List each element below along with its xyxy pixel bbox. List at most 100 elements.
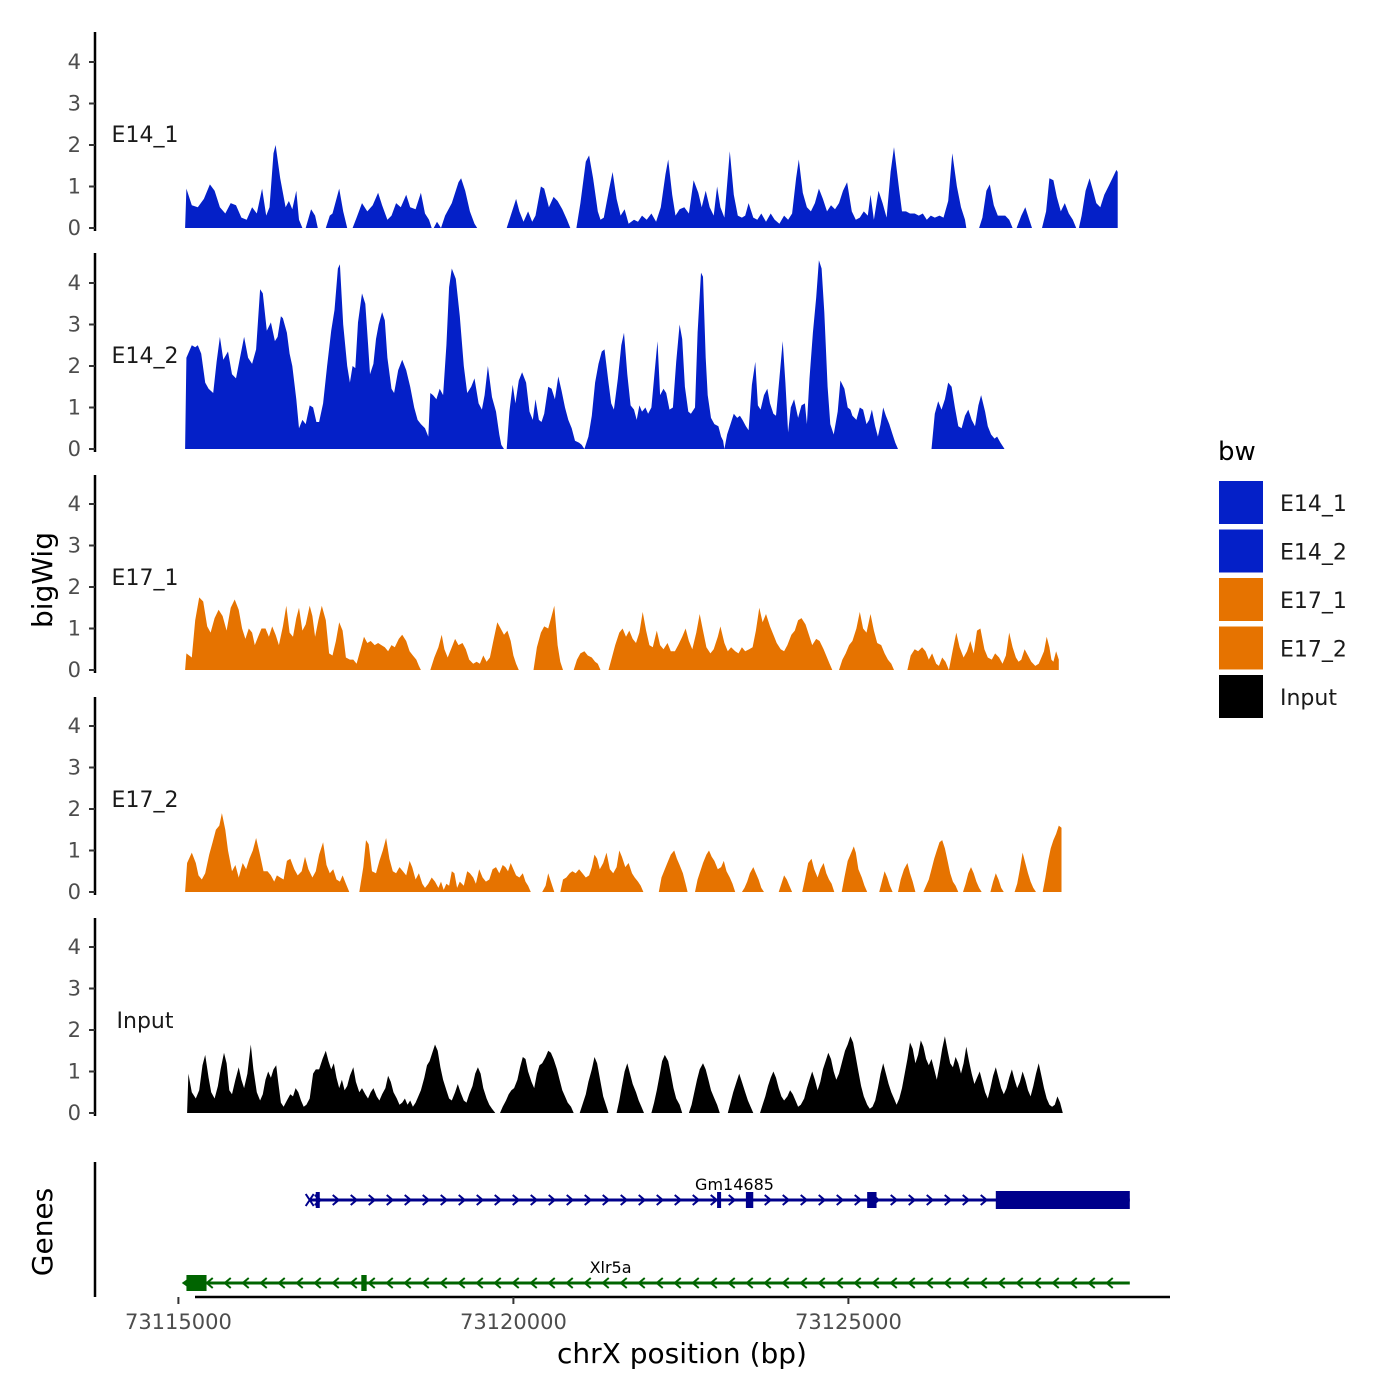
strand-chevron	[709, 1277, 718, 1289]
legend-label: Input	[1280, 686, 1337, 711]
track-label: E14_1	[112, 123, 179, 148]
y-tick-label: 4	[68, 714, 81, 738]
strand-chevron	[404, 1194, 413, 1206]
track-e14-2: 0 1 2 3 4 E14_2	[68, 253, 1005, 461]
legend-swatch	[1219, 578, 1263, 621]
legend-label: E17_1	[1280, 589, 1347, 614]
track-e17-2: 0 1 2 3 4 E17_2	[68, 697, 1062, 904]
strand-chevron	[368, 1194, 377, 1206]
strand-chevron	[421, 1277, 430, 1289]
exon-block	[315, 1192, 320, 1208]
strand-chevron	[853, 1277, 862, 1289]
strand-chevron	[926, 1194, 935, 1206]
y-tick-label: 2	[68, 797, 81, 821]
coverage-area-e14-1	[185, 145, 1118, 228]
y-tick-label: 0	[68, 437, 81, 461]
strand-chevron	[277, 1277, 286, 1289]
strand-chevron	[835, 1277, 844, 1289]
legend: bw E14_1 E14_2 E17_1 E17_2 Input	[1218, 437, 1347, 718]
strand-chevron	[511, 1277, 520, 1289]
y-tick-label: 3	[68, 534, 81, 558]
strand-chevron	[854, 1194, 863, 1206]
legend-item-e14-1: E14_1	[1219, 481, 1347, 524]
strand-chevron	[259, 1277, 268, 1289]
strand-chevron	[1069, 1277, 1078, 1289]
y-tick-label: 1	[68, 175, 81, 199]
y-tick-label: 3	[68, 92, 81, 116]
strand-chevron	[476, 1194, 485, 1206]
strand-chevron	[529, 1277, 538, 1289]
strand-chevron	[494, 1194, 503, 1206]
strand-start-marker	[304, 1193, 315, 1207]
strand-chevron	[548, 1194, 557, 1206]
strand-chevron	[439, 1277, 448, 1289]
strand-chevron	[547, 1277, 556, 1289]
strand-chevron	[691, 1277, 700, 1289]
gene-label: Xlr5a	[590, 1258, 632, 1277]
track-label: E14_2	[112, 344, 179, 369]
exon-block	[717, 1192, 722, 1208]
track-label: E17_2	[112, 788, 179, 813]
strand-chevron	[566, 1194, 575, 1206]
strand-chevron	[458, 1194, 467, 1206]
strand-chevron	[1015, 1277, 1024, 1289]
strand-chevron	[1033, 1277, 1042, 1289]
exon-block	[745, 1192, 754, 1208]
strand-chevron	[655, 1277, 664, 1289]
strand-chevron	[997, 1277, 1006, 1289]
legend-item-e17-2: E17_2	[1219, 626, 1347, 670]
track-input: 0 1 2 3 4 Input	[68, 918, 1063, 1125]
strand-chevron	[871, 1277, 880, 1289]
track-label: E17_1	[112, 566, 179, 591]
strand-chevron	[961, 1277, 970, 1289]
legend-swatch	[1219, 626, 1263, 670]
y-tick-label: 1	[68, 396, 81, 420]
strand-chevron	[674, 1194, 683, 1206]
strand-chevron	[710, 1194, 719, 1206]
strand-chevron	[530, 1194, 539, 1206]
y-tick-label: 3	[68, 313, 81, 337]
strand-chevron	[763, 1277, 772, 1289]
track-e14-1: 0 1 2 3 4 E14_1	[68, 32, 1118, 240]
strand-chevron	[602, 1194, 611, 1206]
x-tick-label: 73120000	[460, 1310, 567, 1334]
strand-chevron	[673, 1277, 682, 1289]
x-tick-label: 73115000	[125, 1310, 232, 1334]
strand-chevron	[1051, 1277, 1060, 1289]
legend-label: E14_2	[1280, 541, 1347, 566]
strand-chevron	[241, 1277, 250, 1289]
y-tick-label: 2	[68, 1018, 81, 1042]
genes-axis-title: Genes	[26, 1188, 59, 1276]
y-tick-label: 2	[68, 133, 81, 157]
bigwig-tracks: 0 1 2 3 4 E14_1 0 1 2 3 4 E14_2 0 1 2 3 4 E17_1 0 1 2 3 4 E17_2…	[68, 32, 1118, 1125]
strand-chevron	[349, 1277, 358, 1289]
strand-chevron	[331, 1277, 340, 1289]
strand-chevron	[781, 1277, 790, 1289]
strand-chevron	[332, 1194, 341, 1206]
y-tick-label: 1	[68, 839, 81, 863]
exon-block	[361, 1275, 367, 1291]
y-tick-label: 0	[68, 658, 81, 682]
y-tick-label: 4	[68, 50, 81, 74]
strand-chevron	[205, 1277, 214, 1289]
y-tick-label: 1	[68, 617, 81, 641]
strand-chevron	[727, 1277, 736, 1289]
y-tick-label: 0	[68, 216, 81, 240]
strand-arrowhead	[181, 1276, 192, 1290]
strand-chevron	[1087, 1277, 1096, 1289]
strand-chevron	[943, 1277, 952, 1289]
strand-chevron	[925, 1277, 934, 1289]
y-tick-label: 3	[68, 756, 81, 780]
strand-chevron	[565, 1277, 574, 1289]
strand-chevron	[350, 1194, 359, 1206]
strand-chevron	[818, 1194, 827, 1206]
strand-chevron	[403, 1277, 412, 1289]
strand-chevron	[619, 1277, 628, 1289]
gene-label: Gm14685	[695, 1175, 774, 1194]
legend-item-e17-1: E17_1	[1219, 578, 1347, 621]
exon-block	[995, 1191, 1130, 1209]
strand-chevron	[584, 1194, 593, 1206]
y-tick-label: 3	[68, 977, 81, 1001]
exon-block	[867, 1192, 877, 1208]
